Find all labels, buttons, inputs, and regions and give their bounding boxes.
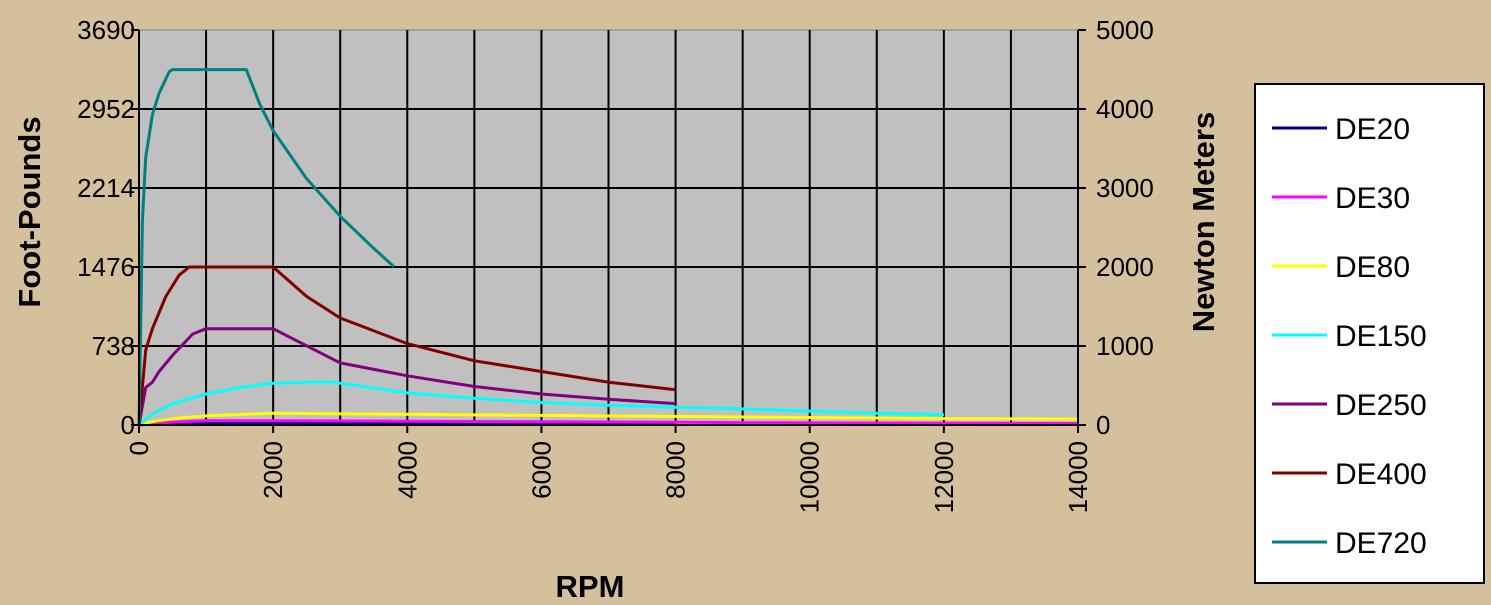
y-tick-label: 0 bbox=[121, 410, 135, 440]
y-tick-label: 2952 bbox=[77, 94, 135, 124]
y-tick-label: 738 bbox=[92, 331, 135, 361]
x-tick-label: 14000 bbox=[1063, 441, 1093, 513]
series-line-de150 bbox=[138, 380, 944, 427]
y-axis-title: Foot-Pounds bbox=[12, 116, 47, 307]
legend-label-de80: DE80 bbox=[1335, 251, 1410, 284]
series-line-de30 bbox=[138, 419, 1079, 427]
series-line-de400 bbox=[137, 265, 676, 426]
x-tick-label: 2000 bbox=[258, 441, 288, 499]
legend-label-de30: DE30 bbox=[1335, 182, 1410, 215]
legend-label-de150: DE150 bbox=[1335, 320, 1427, 353]
y2-tick-label: 1000 bbox=[1096, 331, 1154, 361]
y2-tick-label: 3000 bbox=[1096, 173, 1154, 203]
legend-label-de400: DE400 bbox=[1335, 458, 1427, 491]
y-tick-label: 2214 bbox=[77, 173, 135, 203]
x-tick-label: 6000 bbox=[526, 441, 556, 499]
legend-label-de250: DE250 bbox=[1335, 389, 1427, 422]
y-tick-label: 3690 bbox=[77, 15, 135, 45]
y2-axis-title: Newton Meters bbox=[1186, 112, 1221, 332]
legend: DE20 DE30 DE80 DE150 DE250 DE400 DE720 bbox=[1254, 83, 1485, 584]
x-tick-label: 0 bbox=[124, 441, 154, 455]
y-tick-label: 1476 bbox=[77, 252, 135, 282]
y2-tick-label: 5000 bbox=[1096, 15, 1154, 45]
gridlines bbox=[139, 30, 1078, 425]
y2-tick-label: 0 bbox=[1096, 410, 1110, 440]
y2-tick-label: 2000 bbox=[1096, 252, 1154, 282]
y2-tick-label: 4000 bbox=[1096, 94, 1154, 124]
x-axis-title: RPM bbox=[556, 569, 625, 604]
series-line-de80 bbox=[138, 411, 1079, 427]
x-tick-label: 8000 bbox=[661, 441, 691, 499]
legend-label-de20: DE20 bbox=[1335, 113, 1410, 146]
series-line-de720 bbox=[137, 68, 395, 426]
legend-label-de720: DE720 bbox=[1335, 527, 1427, 560]
x-tick-label: 12000 bbox=[929, 441, 959, 513]
x-tick-label: 10000 bbox=[795, 441, 825, 513]
x-tick-label: 4000 bbox=[392, 441, 422, 499]
series-line-de250 bbox=[137, 327, 676, 426]
axes: 0 738 1476 2214 2952 3690 0 1000 2000 3000 4000 500… bbox=[77, 15, 1154, 513]
